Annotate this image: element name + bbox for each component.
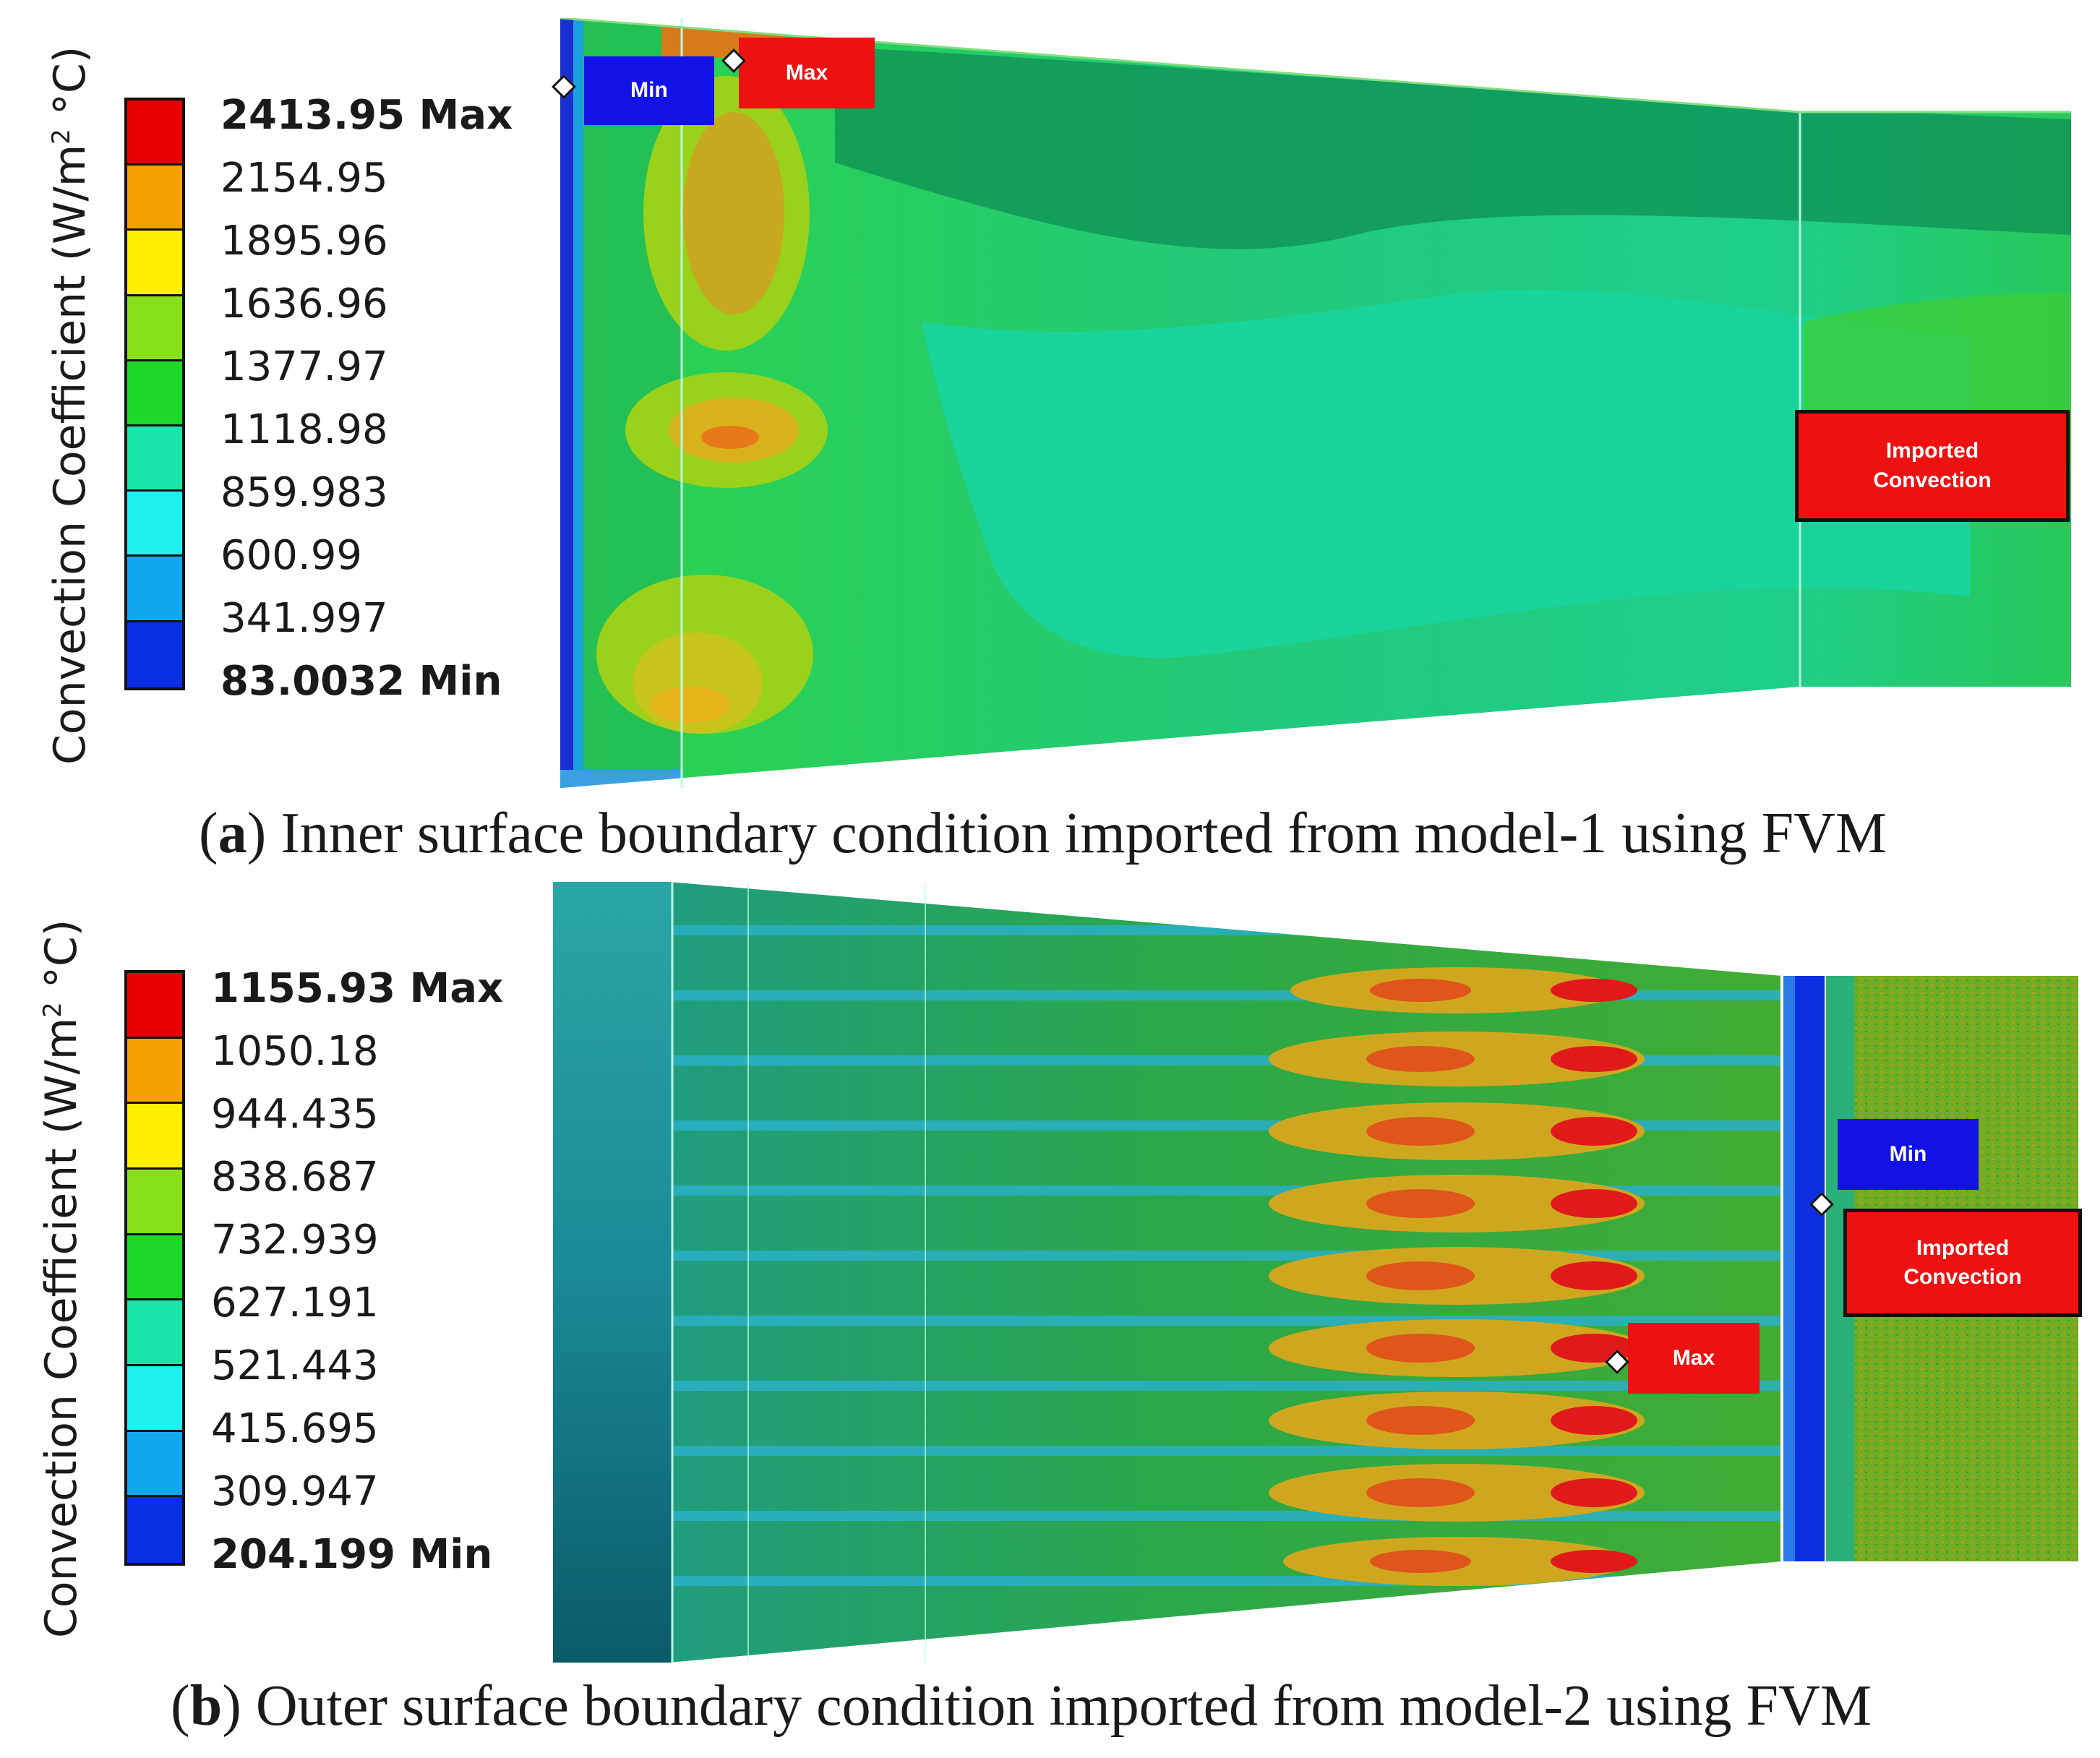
legend-labels: 2413.95 Max 2154.95 1895.96 1636.96 1377… [220, 95, 513, 724]
legend-min-label: 204.199 Min [211, 1531, 493, 1578]
colorbar-segment [127, 231, 182, 296]
colorbar-segment [127, 1169, 182, 1235]
caption-b: (b) Outer surface boundary condition imp… [171, 1674, 1872, 1738]
max-marker: Max [1628, 1323, 1760, 1394]
colorbar-segment [127, 1431, 182, 1498]
legend-min-label: 83.0032 Min [220, 658, 502, 705]
panel-a: Convection Coefficient (W/m2 °C) 2413.95… [0, 0, 2100, 867]
colorbar-segment [127, 973, 182, 1039]
colorbar [124, 98, 185, 690]
legend-max-label: 2413.95 Max [220, 92, 513, 139]
legend-label: 309.947 [211, 1468, 379, 1515]
colorbar-segment [127, 557, 182, 622]
colorbar-segment [127, 361, 182, 427]
imported-convection-line2: Convection [1903, 1265, 2022, 1289]
imported-convection-tag: Imported Convection [1795, 410, 2070, 522]
legend-label: 1118.98 [220, 406, 388, 453]
colorbar-segment [127, 492, 182, 557]
colorbar-segment [127, 1235, 182, 1301]
colorbar-segment [127, 426, 182, 492]
min-marker: Min [584, 56, 714, 125]
imported-convection-line1: Imported [1885, 439, 1979, 463]
imported-convection-line2: Convection [1873, 468, 1992, 492]
inner-surface-contour-plot [560, 18, 2071, 788]
imported-convection-line1: Imported [1916, 1235, 2010, 1260]
panel-b: Convection Coefficient (W/m2 °C) 1155.93… [0, 867, 2100, 1758]
colorbar-segment [127, 1104, 182, 1170]
legend-label: 1636.96 [220, 280, 388, 327]
colorbar-segment [127, 1300, 182, 1366]
caption-a: (a) Inner surface boundary condition imp… [198, 802, 1887, 865]
outer-surface-contour-plot [553, 882, 2078, 1663]
min-marker: Min [1838, 1119, 1979, 1190]
legend-label: 521.443 [211, 1342, 379, 1389]
colorbar-segment [127, 1038, 182, 1105]
legend-label: 732.939 [211, 1217, 379, 1264]
legend-label: 415.695 [211, 1405, 379, 1452]
legend-label: 2154.95 [220, 155, 388, 202]
colorbar [124, 970, 185, 1566]
legend-label: 859.983 [220, 469, 388, 516]
legend-label: 341.997 [220, 595, 388, 642]
legend-max-label: 1155.93 Max [211, 965, 504, 1012]
colorbar-segment [127, 166, 182, 231]
legend-label: 1050.18 [211, 1028, 379, 1075]
legend-label: 944.435 [211, 1091, 379, 1138]
max-marker: Max [739, 38, 875, 108]
legend-label: 627.191 [211, 1279, 379, 1326]
imported-convection-tag: Imported Convection [1843, 1209, 2082, 1317]
colorbar-segment [127, 100, 182, 166]
colorbar-segment [127, 1365, 182, 1432]
colorbar-segment [127, 296, 182, 361]
legend-label: 838.687 [211, 1154, 379, 1201]
colorbar-segment [127, 1497, 182, 1563]
colorbar-segment [127, 622, 182, 687]
legend-axis-title: Convection Coefficient (W/m2 °C) [36, 919, 87, 1638]
legend-labels: 1155.93 Max 1050.18 944.435 838.687 732.… [211, 969, 503, 1598]
legend-label: 600.99 [220, 532, 362, 579]
legend-label: 1895.96 [220, 218, 388, 265]
legend-axis-title: Convection Coefficient (W/m2 °C) [45, 46, 95, 765]
legend-label: 1377.97 [220, 343, 388, 390]
